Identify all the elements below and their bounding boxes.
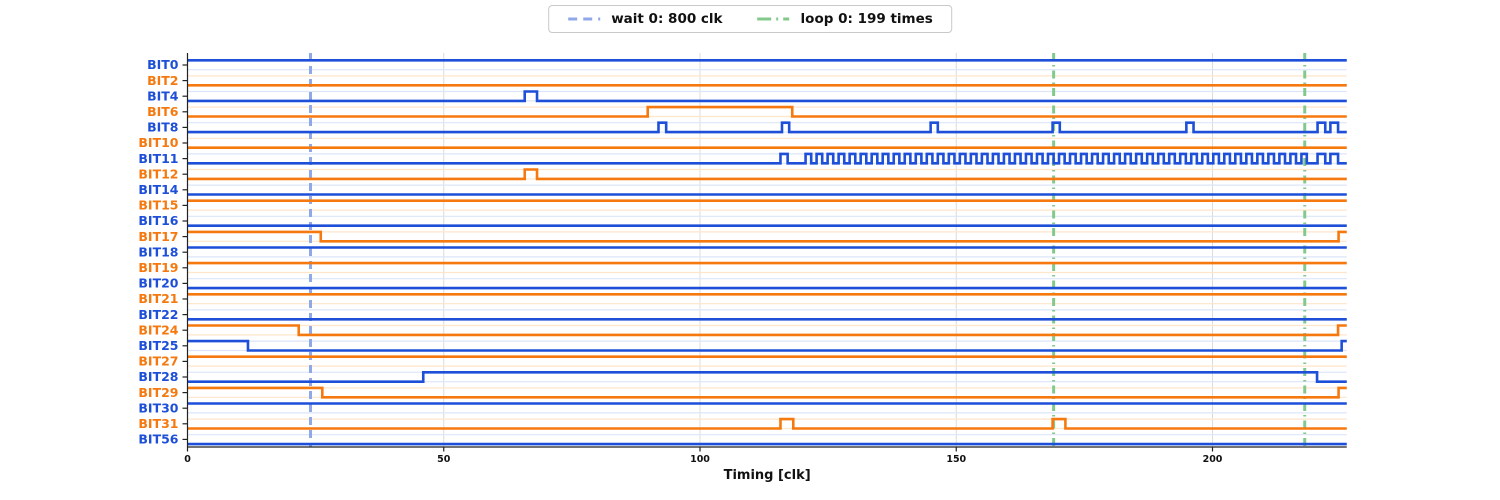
y-tick-label-BIT11: BIT11 xyxy=(138,151,178,166)
y-tick-label-BIT10: BIT10 xyxy=(138,135,178,150)
y-tick-label-BIT19: BIT19 xyxy=(138,260,178,275)
signal-waveform-BIT12 xyxy=(187,168,1347,181)
x-tick-label-50: 50 xyxy=(437,454,451,465)
y-tick-label-BIT12: BIT12 xyxy=(138,166,178,181)
x-tick-label-200: 200 xyxy=(1203,454,1223,465)
y-tick-label-BIT4: BIT4 xyxy=(147,88,179,103)
y-tick-label-BIT21: BIT21 xyxy=(138,291,178,306)
x-tick-label-0: 0 xyxy=(184,454,191,465)
legend-item-loop: loop 0: 199 times xyxy=(757,11,933,27)
x-axis-label: Timing [clk] xyxy=(724,468,811,483)
y-tick-label-BIT6: BIT6 xyxy=(147,104,179,119)
signal-waveform-BIT17 xyxy=(187,230,1347,243)
signal-waveform-BIT6 xyxy=(187,105,1347,118)
signal-waveform-BIT28 xyxy=(187,371,1347,383)
y-tick-label-BIT28: BIT28 xyxy=(138,369,178,384)
signal-waveform-BIT25 xyxy=(187,339,1347,352)
loop-line-sample xyxy=(757,17,790,21)
y-tick-label-BIT18: BIT18 xyxy=(138,244,178,259)
y-tick-label-BIT20: BIT20 xyxy=(138,276,178,291)
y-tick-label-BIT24: BIT24 xyxy=(138,322,178,337)
y-tick-label-BIT15: BIT15 xyxy=(138,198,178,213)
x-tick-label-150: 150 xyxy=(946,454,966,465)
legend: wait 0: 800 clk loop 0: 199 times xyxy=(548,5,952,33)
signal-waveform-BIT4 xyxy=(187,90,1347,103)
signal-waveform-BIT11 xyxy=(187,152,1347,165)
y-tick-label-BIT31: BIT31 xyxy=(138,416,178,431)
legend-label-loop: loop 0: 199 times xyxy=(800,11,933,27)
y-tick-label-BIT25: BIT25 xyxy=(138,338,178,353)
y-tick-label-BIT22: BIT22 xyxy=(138,307,178,322)
y-tick-label-BIT2: BIT2 xyxy=(147,73,178,88)
y-tick-label-BIT29: BIT29 xyxy=(138,385,178,400)
signal-waveform-BIT24 xyxy=(187,324,1347,337)
x-tick-label-100: 100 xyxy=(690,454,710,465)
y-tick-label-BIT16: BIT16 xyxy=(138,213,178,228)
signal-waveform-BIT8 xyxy=(187,121,1347,134)
legend-item-wait: wait 0: 800 clk xyxy=(567,11,723,27)
y-tick-label-BIT0: BIT0 xyxy=(147,57,179,72)
legend-label-wait: wait 0: 800 clk xyxy=(611,11,723,27)
y-tick-label-BIT56: BIT56 xyxy=(138,432,178,447)
signal-waveform-BIT29 xyxy=(187,386,1347,399)
y-tick-label-BIT27: BIT27 xyxy=(138,354,178,369)
y-tick-label-BIT14: BIT14 xyxy=(138,182,178,197)
y-tick-label-BIT8: BIT8 xyxy=(147,120,178,135)
wait-line-sample xyxy=(568,17,601,21)
y-tick-label-BIT30: BIT30 xyxy=(138,400,178,415)
y-tick-label-BIT17: BIT17 xyxy=(138,229,178,244)
signal-waveform-BIT31 xyxy=(187,417,1347,430)
